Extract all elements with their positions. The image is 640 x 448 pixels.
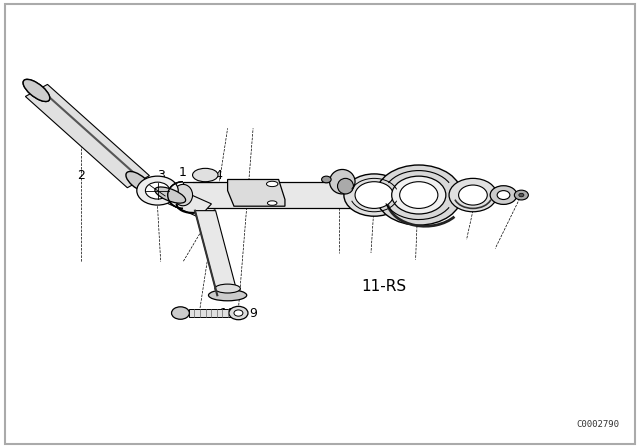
Text: 11-RS: 11-RS: [361, 279, 406, 294]
Ellipse shape: [173, 185, 193, 206]
Text: 8: 8: [492, 186, 499, 199]
Ellipse shape: [330, 169, 355, 194]
Ellipse shape: [490, 186, 517, 204]
Ellipse shape: [126, 172, 151, 192]
Text: 4: 4: [214, 168, 222, 181]
Text: 3: 3: [157, 168, 164, 181]
Ellipse shape: [209, 290, 246, 301]
Ellipse shape: [268, 201, 277, 205]
Polygon shape: [390, 190, 511, 200]
Ellipse shape: [519, 193, 524, 197]
Text: 6: 6: [463, 195, 470, 208]
Ellipse shape: [337, 178, 353, 194]
Text: C0002790: C0002790: [577, 420, 620, 429]
Ellipse shape: [449, 178, 497, 212]
Ellipse shape: [399, 182, 438, 208]
Polygon shape: [164, 188, 211, 217]
Ellipse shape: [23, 79, 50, 102]
Ellipse shape: [376, 165, 462, 225]
Ellipse shape: [23, 79, 50, 102]
Ellipse shape: [172, 307, 189, 319]
Polygon shape: [183, 182, 396, 208]
Ellipse shape: [459, 185, 487, 205]
Ellipse shape: [145, 182, 170, 199]
Text: 10: 10: [220, 306, 236, 319]
Text: 5: 5: [335, 180, 343, 193]
Text: 2: 2: [77, 168, 85, 181]
Text: 9: 9: [249, 306, 257, 319]
Ellipse shape: [515, 190, 529, 200]
Ellipse shape: [344, 174, 404, 216]
Ellipse shape: [215, 284, 241, 293]
Ellipse shape: [155, 187, 186, 203]
Ellipse shape: [137, 176, 178, 205]
Ellipse shape: [497, 190, 510, 199]
Ellipse shape: [234, 310, 243, 316]
Polygon shape: [26, 84, 150, 188]
Text: 7: 7: [412, 173, 420, 186]
Polygon shape: [195, 211, 238, 295]
Ellipse shape: [229, 306, 248, 320]
Text: 1: 1: [179, 166, 187, 179]
Ellipse shape: [266, 181, 278, 187]
Ellipse shape: [392, 176, 446, 214]
Text: 6: 6: [367, 180, 375, 193]
Ellipse shape: [355, 182, 394, 208]
Ellipse shape: [321, 176, 331, 183]
Polygon shape: [189, 309, 231, 317]
Ellipse shape: [193, 168, 218, 182]
Polygon shape: [228, 180, 285, 206]
